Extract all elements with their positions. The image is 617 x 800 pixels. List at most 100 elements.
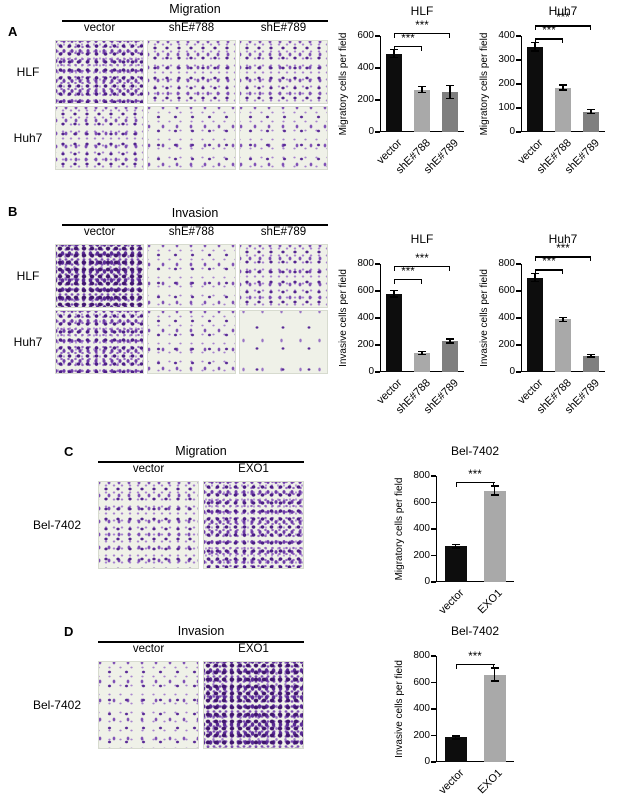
y-tick-mark (375, 317, 380, 319)
panel-d-col-exo1: EXO1 (238, 643, 269, 655)
micrograph-a-huh7-she789 (239, 106, 328, 170)
sig-bracket-end (394, 45, 396, 51)
y-tick-label: 300 (498, 54, 515, 65)
y-tick-mark (516, 131, 521, 133)
y-tick-mark (375, 371, 380, 373)
sig-bracket-end (493, 481, 495, 487)
y-tick-mark (516, 107, 521, 109)
sig-bracket (455, 481, 495, 484)
error-cap-bottom (559, 89, 567, 91)
bar-shE#788 (414, 89, 430, 132)
y-tick-mark (375, 99, 380, 101)
micrograph-b-huh7-vector (55, 310, 144, 374)
chart-title: Bel-7402 (450, 444, 500, 458)
bar-shE#788 (414, 353, 430, 372)
plot-area (436, 656, 514, 762)
sig-bracket-end (535, 256, 537, 262)
panel-b-header-line (62, 224, 328, 226)
sig-label: *** (415, 253, 429, 265)
error-bar (454, 544, 457, 548)
sig-bracket-end (455, 663, 457, 669)
y-tick-label: 0 (424, 576, 430, 587)
sig-bracket-end (420, 279, 422, 284)
sig-bracket-end (589, 256, 591, 262)
plot-area (436, 476, 514, 582)
micrograph-c-bel7402-exo1 (203, 481, 304, 569)
micrograph-b-huh7-she788 (147, 310, 236, 374)
y-tick-mark (431, 708, 436, 710)
error-bar (590, 109, 592, 114)
bar-vector (527, 277, 543, 372)
panel-c-col-vector: vector (132, 463, 165, 475)
bar-EXO1 (483, 490, 506, 582)
y-tick-label: 0 (509, 126, 515, 137)
y-tick-label: 0 (368, 126, 374, 137)
bar-shE#789 (583, 111, 599, 132)
panel-b-row-huh7: Huh7 (13, 335, 43, 349)
sig-bracket-end (394, 279, 396, 284)
y-tick-mark (431, 475, 436, 477)
y-tick-label: 600 (413, 496, 430, 508)
chart-title: HLF (410, 232, 434, 246)
micrograph-a-huh7-vector (55, 106, 144, 170)
panel-c-label: C (64, 444, 74, 459)
micrograph-c-bel7402-vector (98, 481, 199, 569)
y-tick-label: 600 (357, 30, 374, 41)
error-cap-top (490, 667, 499, 669)
sig-bracket (394, 279, 422, 281)
y-tick-label: 400 (357, 62, 374, 73)
y-tick-mark (375, 290, 380, 292)
panel-d-assay-title: Invasion (177, 624, 225, 638)
micrograph-a-hlf-she789 (239, 40, 328, 104)
sig-bracket-end (448, 32, 450, 38)
panel-b-label: B (8, 204, 18, 219)
y-tick-mark (516, 317, 521, 319)
sig-bracket-end (455, 481, 457, 487)
bar-vector (386, 53, 402, 132)
chart-migration-hlf: HLF Migratory cells per field 0 200 400 600 ve… (336, 4, 478, 199)
sig-bracket-end (448, 266, 450, 271)
chart-invasion-hlf: HLF Invasive cells per field 0 200 400 600 800… (336, 232, 478, 432)
bar-shE#789 (583, 355, 599, 372)
error-cap-top (418, 350, 426, 353)
y-tick-mark (431, 655, 436, 657)
chart-invasion-huh7: Huh7 Invasive cells per field 0 200 400 600 80… (477, 232, 617, 432)
y-tick-mark (431, 554, 436, 557)
bar-vector (386, 293, 402, 372)
y-tick-label: 600 (498, 285, 515, 296)
y-tick-label: 600 (413, 676, 430, 688)
panel-c-header-line (98, 461, 304, 463)
sig-label: *** (556, 243, 570, 256)
panel-c-col-exo1: EXO1 (238, 463, 269, 475)
micrograph-b-hlf-she788 (147, 244, 236, 308)
sig-bracket-end (493, 663, 495, 669)
bar-EXO1 (483, 674, 506, 762)
panel-c-assay-title: Migration (175, 444, 227, 458)
y-tick-label: 800 (498, 258, 515, 269)
panel-a-col-she789: shE#789 (260, 22, 307, 34)
micrograph-b-hlf-she789 (239, 244, 328, 308)
error-cap-top (390, 289, 398, 292)
error-cap-bottom (587, 112, 595, 115)
error-cap-top (451, 543, 460, 546)
y-tick-label: 600 (357, 285, 374, 296)
y-tick-mark (431, 581, 436, 583)
sig-bracket (535, 269, 563, 271)
y-tick-label: 800 (413, 470, 430, 481)
sig-label: *** (401, 266, 415, 278)
sig-bracket-end (589, 25, 591, 31)
y-tick-label: 200 (357, 94, 374, 105)
y-tick-label: 400 (413, 703, 430, 714)
y-tick-mark (516, 59, 521, 61)
error-cap-bottom (451, 547, 460, 549)
micrograph-a-huh7-she788 (147, 106, 236, 170)
y-tick-label: 400 (498, 30, 515, 41)
panel-d-label: D (64, 624, 74, 639)
sig-bracket-end (394, 32, 396, 38)
y-tick-mark (375, 344, 380, 346)
x-tick-label: vector (436, 767, 466, 797)
x-tick-label: EXO1 (475, 587, 505, 617)
y-tick-mark (375, 131, 380, 133)
error-bar (421, 86, 423, 93)
sig-bracket (394, 266, 450, 268)
